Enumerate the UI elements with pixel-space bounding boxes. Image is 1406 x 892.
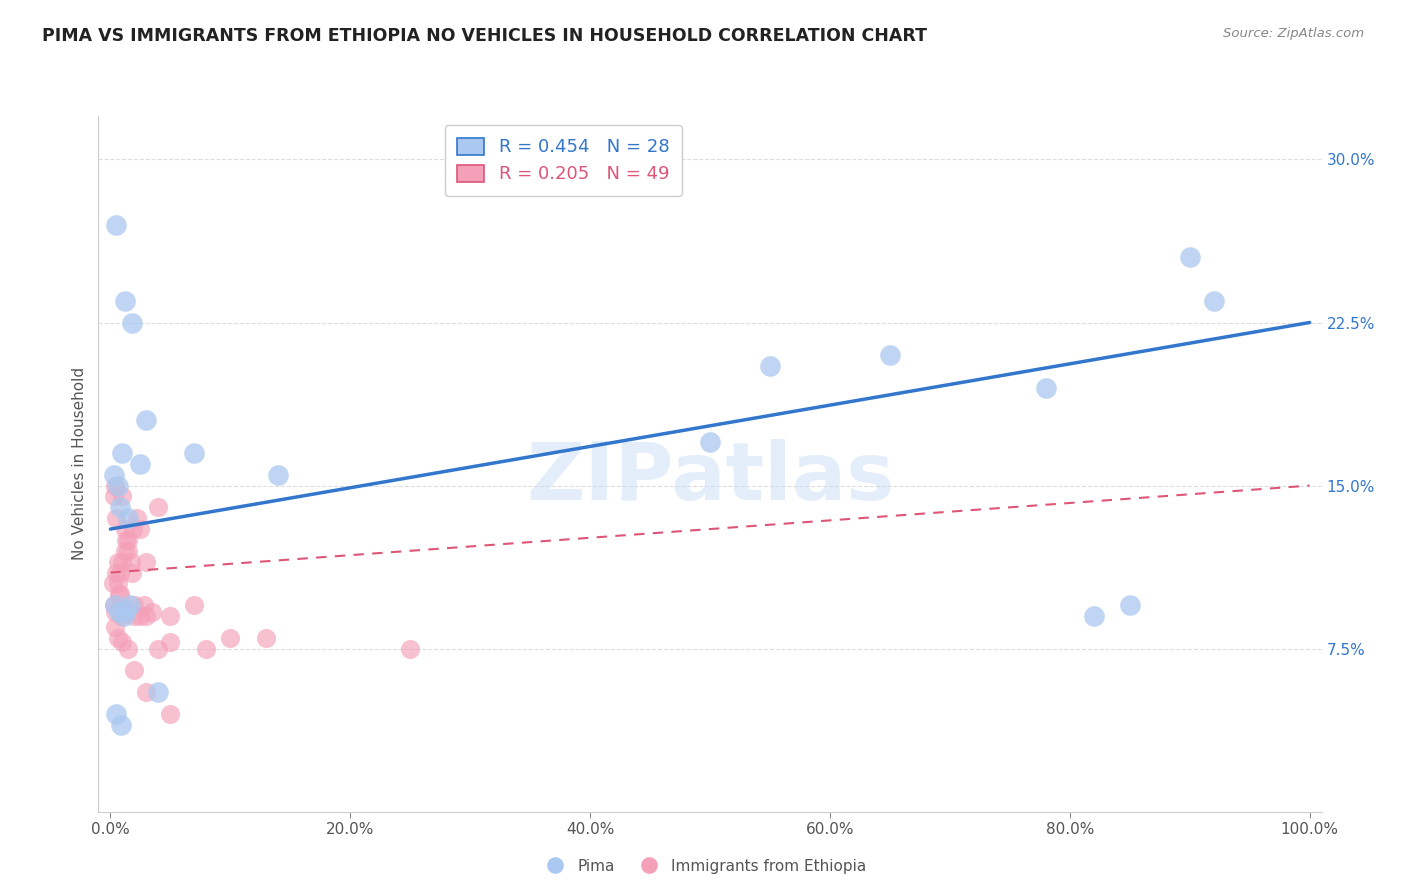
Point bbox=[103, 490, 125, 504]
Point bbox=[105, 511, 128, 525]
Point bbox=[124, 598, 146, 612]
Point bbox=[759, 359, 782, 373]
Point bbox=[110, 609, 132, 624]
Text: Source: ZipAtlas.com: Source: ZipAtlas.com bbox=[1223, 27, 1364, 40]
Point bbox=[114, 293, 136, 308]
Point bbox=[118, 598, 141, 612]
Point bbox=[104, 605, 127, 619]
Legend: Pima, Immigrants from Ethiopia: Pima, Immigrants from Ethiopia bbox=[533, 853, 873, 880]
Point bbox=[132, 598, 155, 612]
Point bbox=[115, 602, 138, 616]
Point bbox=[219, 631, 242, 645]
Point bbox=[121, 316, 143, 330]
Point bbox=[107, 576, 129, 591]
Point bbox=[183, 598, 205, 612]
Point bbox=[105, 218, 128, 232]
Point bbox=[104, 620, 127, 634]
Text: PIMA VS IMMIGRANTS FROM ETHIOPIA NO VEHICLES IN HOUSEHOLD CORRELATION CHART: PIMA VS IMMIGRANTS FROM ETHIOPIA NO VEHI… bbox=[42, 27, 927, 45]
Point bbox=[1178, 250, 1201, 264]
Point bbox=[103, 598, 125, 612]
Point bbox=[183, 446, 205, 460]
Point bbox=[117, 533, 139, 547]
Point bbox=[101, 576, 124, 591]
Point bbox=[108, 605, 131, 619]
Point bbox=[104, 478, 127, 492]
Point bbox=[267, 467, 290, 482]
Point bbox=[141, 605, 163, 619]
Point bbox=[115, 533, 138, 547]
Point bbox=[135, 609, 157, 624]
Point bbox=[105, 566, 128, 580]
Point bbox=[117, 641, 139, 656]
Point bbox=[117, 511, 139, 525]
Point bbox=[148, 641, 170, 656]
Point bbox=[104, 598, 127, 612]
Point bbox=[148, 685, 170, 699]
Point bbox=[399, 641, 422, 656]
Point bbox=[129, 609, 152, 624]
Point bbox=[103, 467, 125, 482]
Point bbox=[159, 635, 181, 649]
Point bbox=[129, 457, 152, 471]
Point bbox=[111, 490, 134, 504]
Point bbox=[124, 609, 146, 624]
Point bbox=[195, 641, 218, 656]
Point bbox=[107, 555, 129, 569]
Point bbox=[159, 609, 181, 624]
Point bbox=[254, 631, 277, 645]
Point bbox=[117, 544, 139, 558]
Point bbox=[135, 685, 157, 699]
Point bbox=[108, 587, 131, 601]
Point bbox=[1202, 293, 1225, 308]
Point bbox=[107, 631, 129, 645]
Point bbox=[124, 664, 146, 678]
Point bbox=[122, 522, 145, 536]
Point bbox=[148, 500, 170, 515]
Point bbox=[112, 609, 135, 624]
Point bbox=[121, 566, 143, 580]
Point bbox=[112, 602, 135, 616]
Text: ZIPatlas: ZIPatlas bbox=[526, 439, 894, 516]
Point bbox=[111, 555, 134, 569]
Point bbox=[111, 446, 134, 460]
Point bbox=[108, 587, 131, 601]
Point bbox=[1035, 381, 1057, 395]
Point bbox=[135, 555, 157, 569]
Point bbox=[135, 413, 157, 427]
Point bbox=[699, 435, 721, 450]
Point bbox=[879, 348, 901, 362]
Legend: R = 0.454   N = 28, R = 0.205   N = 49: R = 0.454 N = 28, R = 0.205 N = 49 bbox=[444, 125, 682, 196]
Point bbox=[105, 706, 128, 721]
Point bbox=[159, 706, 181, 721]
Point bbox=[111, 635, 134, 649]
Point bbox=[120, 555, 142, 569]
Point bbox=[125, 511, 148, 525]
Point bbox=[114, 544, 136, 558]
Y-axis label: No Vehicles in Household: No Vehicles in Household bbox=[72, 368, 87, 560]
Point bbox=[1083, 609, 1105, 624]
Point bbox=[108, 566, 131, 580]
Point bbox=[108, 500, 131, 515]
Point bbox=[1119, 598, 1142, 612]
Point bbox=[107, 478, 129, 492]
Point bbox=[129, 522, 152, 536]
Point bbox=[110, 717, 132, 731]
Point bbox=[114, 522, 136, 536]
